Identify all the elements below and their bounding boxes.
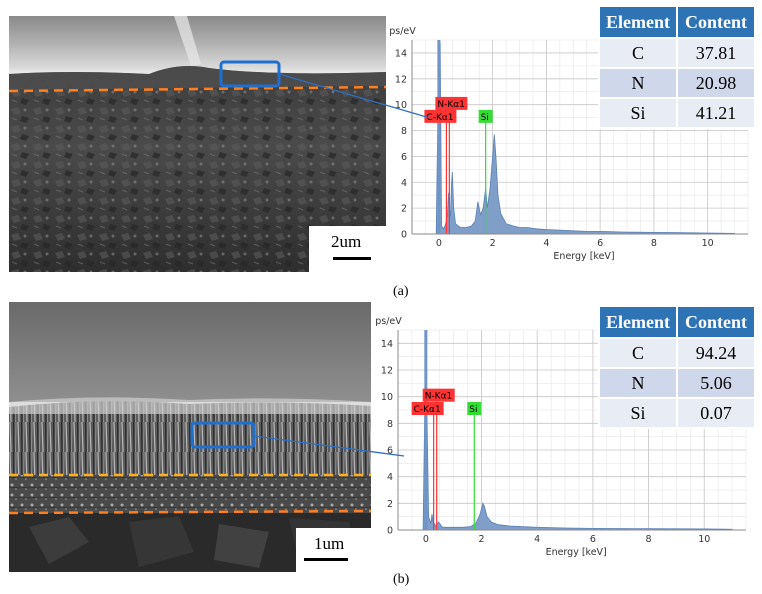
x-axis-label: Energy [keV] (546, 547, 607, 558)
element-markers: N-Kα1 C-Kα1 Si (424, 96, 493, 234)
header-content: Content (676, 5, 756, 39)
marker-label: N-Kα1 (437, 100, 465, 110)
scale-bar-label-a: 2um (331, 232, 362, 251)
marker-label-bg (478, 109, 493, 123)
x-tick-label: 8 (646, 534, 652, 545)
sem-image-a: 2um (9, 16, 386, 272)
x-tick-label: 2 (490, 238, 496, 249)
y-tick-label: 10 (381, 392, 393, 403)
interface-dashed-line-bottom (9, 509, 371, 515)
y-tick-label: 8 (401, 126, 407, 137)
eds-chart-b: N-Kα1 C-Kα1 Si 0 2 4 6 8 10 12 14 0 2 4 6 8 10 cps/eV Ener… (370, 316, 747, 558)
eds-spectrum-b: N-Kα1 C-Kα1 Si 0 2 4 6 8 10 12 14 0 2 4 6 8 10 cps/eV Ener… (370, 310, 756, 566)
figure-panel-a: 2um N-Kα1 C-Kα1 Si 0 2 4 6 8 10 12 14 0 2 4 6 8 10 cps/eV… (9, 5, 760, 299)
x-tick-label: 2 (478, 534, 484, 545)
selection-box-b (190, 421, 256, 449)
element-cell: C (598, 337, 678, 369)
marker-label: N-Kα1 (425, 392, 453, 402)
x-tick-label: 6 (590, 534, 596, 545)
y-tick-label: 12 (381, 366, 393, 377)
composition-table-a: Element Content C 37.81 N 20.98 Si 41.21 (598, 5, 756, 129)
y-tick-label: 6 (401, 152, 407, 163)
x-tick-label: 10 (702, 238, 714, 249)
scale-bar-label-b: 1um (314, 534, 345, 553)
grid (397, 329, 747, 531)
table-row: Si 41.21 (598, 97, 756, 129)
element-cell: Si (598, 397, 678, 429)
y-tick-label: 2 (387, 499, 393, 510)
x-axis-label: Energy [keV] (553, 251, 614, 262)
table-row: Si 0.07 (598, 397, 756, 429)
marker-label-bg (411, 402, 444, 415)
x-tick-label: 10 (698, 534, 710, 545)
x-tick-label: 8 (651, 238, 657, 249)
y-tick-label: 0 (401, 230, 407, 241)
table-row: C 37.81 (598, 37, 756, 69)
content-cell: 0.07 (676, 397, 756, 429)
y-tick-label: 2 (401, 204, 407, 215)
element-cell: Si (598, 97, 678, 129)
header-element: Element (598, 5, 678, 39)
x-tick-label: 4 (534, 534, 540, 545)
y-tick-label: 4 (401, 178, 407, 189)
y-tick-label: 0 (387, 526, 393, 537)
figure-panel-b: 1um N-Kα1 C-Kα1 Si 0 2 4 6 8 10 12 14 0 2 4 6 8 10 cps/eV… (0, 300, 762, 594)
content-cell: 94.24 (676, 337, 756, 369)
marker-label-bg (467, 402, 482, 415)
header-element: Element (598, 305, 678, 339)
header-content: Content (676, 305, 756, 339)
y-tick-label: 4 (387, 472, 393, 483)
y-tick-label: 8 (387, 419, 393, 430)
eds-chart-a: N-Kα1 C-Kα1 Si 0 2 4 6 8 10 12 14 0 2 4 6 8 10 cps/eV Ener… (384, 26, 749, 262)
marker-label: Si (481, 113, 489, 123)
marker-label: C-Kα1 (426, 113, 453, 123)
interface-dashed-line (9, 85, 386, 93)
scale-bar-box-a: 2um (309, 226, 386, 272)
spectrum-area (412, 42, 736, 235)
x-tick-label: 4 (543, 238, 549, 249)
element-cell: N (598, 367, 678, 399)
table-row: N 20.98 (598, 67, 756, 99)
marker-label: Si (469, 405, 477, 415)
x-tick-label: 6 (597, 238, 603, 249)
sem-image-b: 1um (9, 302, 371, 572)
marker-label-bg (435, 96, 468, 110)
content-cell: 20.98 (676, 67, 756, 99)
scale-bar-box-b: 1um (296, 528, 371, 572)
y-axis-label: cps/eV (376, 316, 402, 327)
y-tick-label: 6 (387, 446, 393, 457)
marker-label: C-Kα1 (414, 405, 441, 415)
caption-b: (b) (393, 572, 410, 587)
caption-a: (a) (393, 284, 409, 299)
y-tick-label: 12 (395, 74, 407, 85)
table-row: N 5.06 (598, 367, 756, 399)
scale-bar-b (304, 558, 348, 561)
composition-table-b: Element Content C 94.24 N 5.06 Si 0.07 (598, 305, 756, 429)
y-tick-label: 14 (381, 339, 393, 350)
content-cell: 37.81 (676, 37, 756, 69)
spectrum-area (398, 332, 733, 531)
element-cell: C (598, 37, 678, 69)
element-cell: N (598, 67, 678, 99)
y-tick-label: 14 (395, 48, 407, 59)
y-axis-label: cps/eV (390, 26, 416, 37)
x-tick-label: 0 (436, 238, 442, 249)
content-cell: 41.21 (676, 97, 756, 129)
eds-spectrum-a: N-Kα1 C-Kα1 Si 0 2 4 6 8 10 12 14 0 2 4 6 8 10 cps/eV Ener… (384, 16, 760, 266)
marker-label-bg (424, 109, 457, 123)
element-markers: N-Kα1 C-Kα1 Si (411, 388, 482, 530)
marker-label-bg (422, 388, 455, 402)
content-cell: 5.06 (676, 367, 756, 399)
table-row: C 94.24 (598, 337, 756, 369)
y-tick-label: 10 (395, 100, 407, 111)
x-tick-label: 0 (423, 534, 429, 545)
scale-bar-a (333, 257, 371, 260)
